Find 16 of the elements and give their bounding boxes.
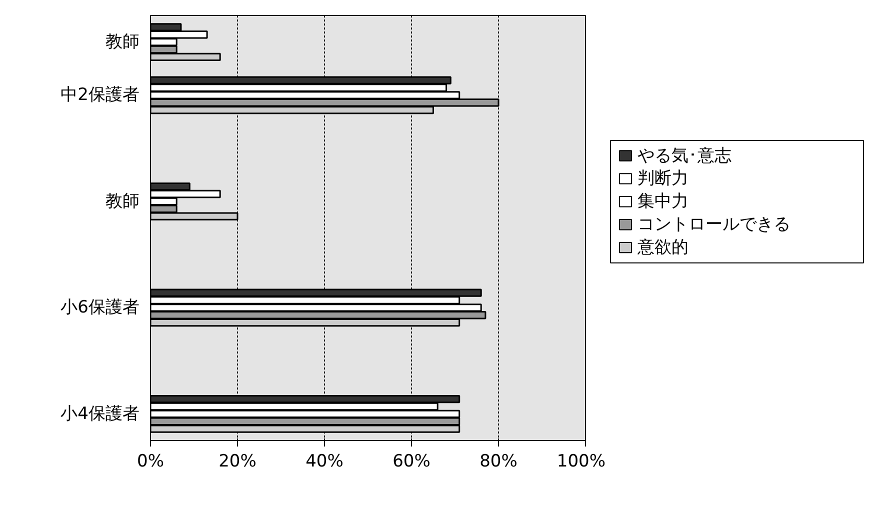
x-tick-label: 100% — [556, 452, 606, 472]
x-tick-label: 0% — [137, 452, 164, 472]
legend-label: 集中力 — [638, 192, 688, 212]
x-tick-label: 60% — [392, 452, 430, 472]
x-tick-label: 20% — [218, 452, 256, 472]
legend-label: コントロールできる — [638, 214, 790, 235]
x-tick-label: 80% — [480, 452, 518, 472]
y-tick-label: 教師 — [106, 32, 140, 52]
legend-label: 判断力 — [638, 168, 688, 189]
y-tick-label: 小6保護者 — [60, 298, 140, 318]
x-tick-label: 40% — [306, 452, 344, 472]
y-tick-label: 小4保護者 — [60, 404, 140, 424]
y-tick-label: 教師 — [106, 191, 140, 212]
y-tick-label: 中2保護者 — [60, 85, 140, 106]
legend-label: やる気･意志 — [638, 146, 732, 166]
legend-label: 意欲的 — [636, 238, 688, 258]
